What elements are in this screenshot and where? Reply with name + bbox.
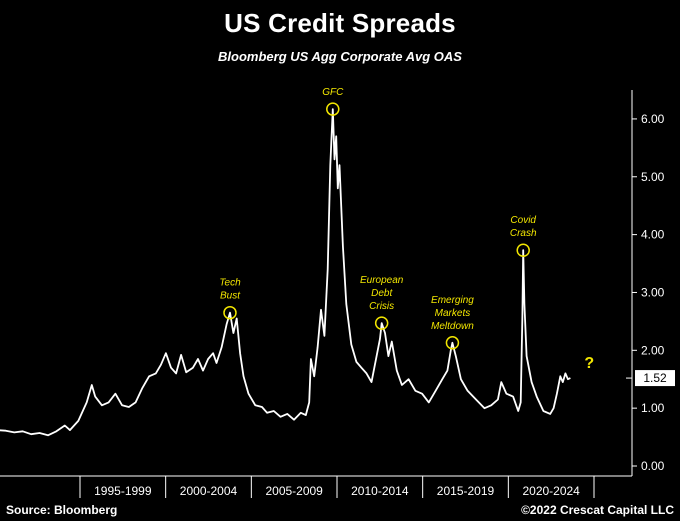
annotation-circle [374, 316, 389, 330]
source-note: Source: Bloomberg [6, 503, 118, 517]
annotation-circle [445, 336, 460, 350]
series-layer [0, 108, 571, 437]
y-tick-label: 4.00 [641, 228, 665, 242]
annotation-label: GFC [322, 87, 344, 98]
annotation-label: Meltdown [431, 321, 474, 332]
future-question-mark: ? [584, 355, 594, 372]
annotation-label: Tech [219, 278, 241, 289]
x-period-label: 2000-2004 [180, 484, 238, 498]
y-tick-label: 2.00 [641, 343, 665, 357]
chart-title: US Credit Spreads [224, 8, 456, 38]
spread-series-line [0, 108, 571, 437]
x-period-label: 2005-2009 [265, 484, 323, 498]
annotation-layer: ? Tech Bust GFC European Debt Crisis Emerging Ma… [219, 87, 594, 372]
x-period-label: 1995-1999 [94, 484, 152, 498]
annotation-label: Crash [510, 228, 537, 239]
y-tick-label: 3.00 [641, 285, 665, 299]
annotation-label: Debt [371, 288, 393, 299]
y-tick-label: 0.00 [641, 459, 665, 473]
annotation-label: Covid [510, 215, 536, 226]
annotation-circle [223, 305, 237, 320]
annotation-label: Bust [220, 291, 241, 302]
x-period-label: 2015-2019 [437, 484, 495, 498]
annotation-label: Markets [435, 308, 471, 319]
chart-axes: 0.00 1.00 2.00 3.00 4.00 5.00 6.00 1995-1999 200… [0, 90, 675, 498]
copyright-note: ©2022 Crescat Capital LLC [521, 503, 674, 517]
annotation-label: European [360, 275, 404, 286]
y-tick-label: 5.00 [641, 170, 665, 184]
annotation-label: Emerging [431, 295, 474, 306]
y-tick-label: 6.00 [641, 112, 665, 126]
annotation-circle [326, 102, 340, 116]
x-period-label: 2010-2014 [351, 484, 409, 498]
y-tick-label: 1.00 [641, 401, 665, 415]
annotation-label: Crisis [369, 301, 394, 312]
last-value-box [635, 370, 675, 387]
last-value-label: 1.52 [643, 371, 667, 385]
x-period-label: 2020-2024 [522, 484, 580, 498]
chart-subtitle: Bloomberg US Agg Corporate Avg OAS [218, 49, 462, 64]
annotation-circle [516, 243, 530, 257]
